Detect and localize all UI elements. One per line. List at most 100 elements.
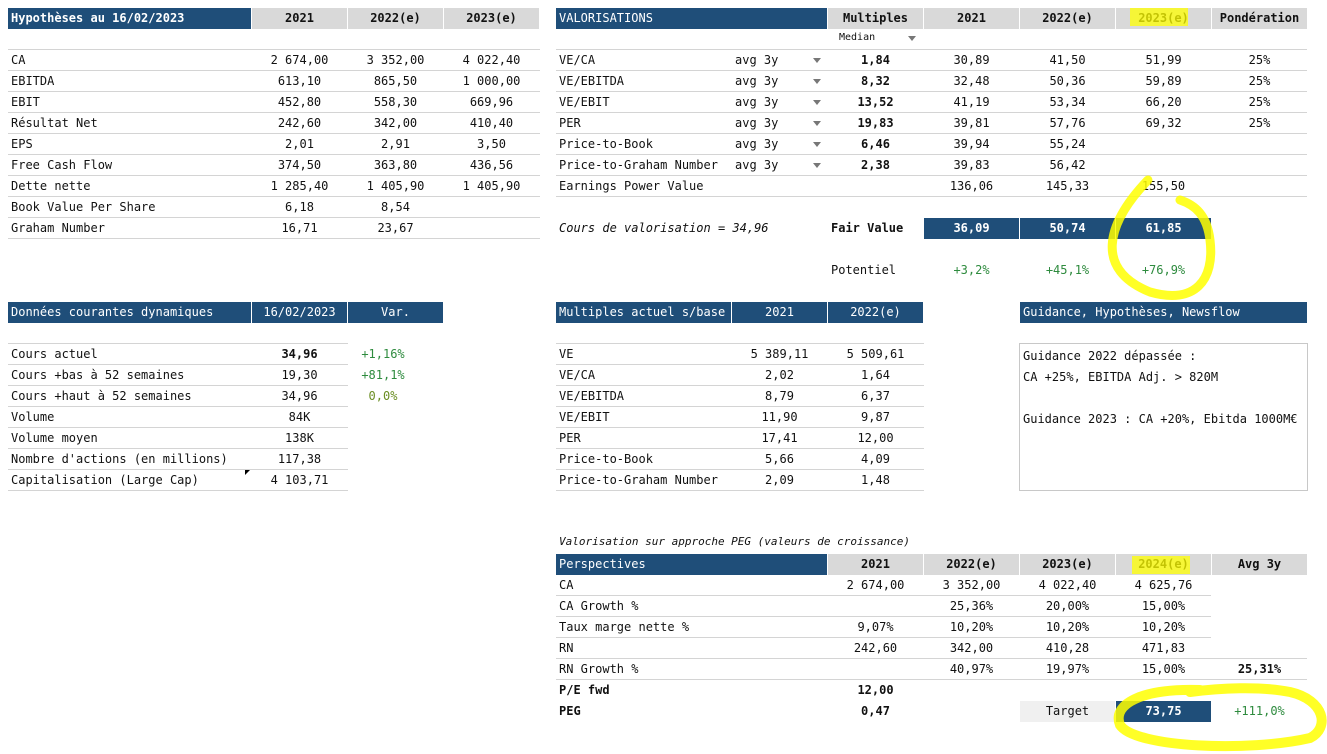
dropdown-arrow-icon[interactable] — [813, 79, 821, 84]
cell-value[interactable] — [444, 218, 539, 239]
cell-value[interactable]: 41,50 — [1049, 53, 1086, 67]
cell-value[interactable]: 117,38 — [277, 452, 322, 466]
cell-value[interactable]: 41,19 — [953, 95, 990, 109]
cell-value[interactable] — [924, 701, 1019, 722]
cell-value[interactable]: 3 352,00 — [366, 53, 425, 67]
method-select[interactable]: avg 3y — [735, 95, 779, 109]
cell-value[interactable]: 410,40 — [469, 116, 514, 130]
cell-value[interactable]: 10,20% — [1045, 620, 1090, 634]
dropdown-arrow-icon[interactable] — [813, 58, 821, 63]
cell-value[interactable]: 2 674,00 — [270, 53, 329, 67]
cell-value[interactable]: 410,28 — [1045, 641, 1090, 655]
cell-value[interactable]: 613,10 — [277, 74, 322, 88]
cell-value[interactable]: 2 674,00 — [846, 578, 905, 592]
cell-value[interactable]: 5 389,11 — [750, 347, 809, 361]
guidance-textbox[interactable]: Guidance 2022 dépassée : CA +25%, EBITDA… — [1019, 343, 1308, 491]
method-select[interactable]: avg 3y — [735, 158, 779, 172]
multiple-value[interactable]: 19,83 — [857, 116, 894, 130]
cell-value[interactable]: 23,67 — [377, 221, 414, 235]
cell-value[interactable]: 39,94 — [953, 137, 990, 151]
cell-value[interactable]: 10,20% — [1141, 620, 1186, 634]
multiple-value[interactable]: 1,84 — [861, 53, 890, 67]
cell-value[interactable]: 57,76 — [1049, 116, 1086, 130]
cell-value[interactable]: 4 022,40 — [462, 53, 521, 67]
cell-value[interactable]: 5,66 — [765, 452, 794, 466]
cell-value[interactable] — [1020, 680, 1115, 701]
cell-value[interactable]: 50,36 — [1049, 74, 1086, 88]
cell-value[interactable]: 12,00 — [857, 683, 894, 697]
cell-value[interactable]: 436,56 — [469, 158, 514, 172]
cell-value[interactable]: 4 625,76 — [1134, 578, 1193, 592]
cell-value[interactable]: 342,00 — [373, 116, 418, 130]
cell-value[interactable]: 4 022,40 — [1038, 578, 1097, 592]
multiple-value[interactable]: 8,32 — [861, 74, 890, 88]
cell-value[interactable]: 2,91 — [381, 137, 410, 151]
dropdown-arrow-icon[interactable] — [813, 100, 821, 105]
cell-value[interactable] — [828, 659, 923, 680]
cell-value[interactable]: 20,00% — [1045, 599, 1090, 613]
method-select[interactable]: avg 3y — [735, 53, 779, 67]
cell-value[interactable]: 55,24 — [1049, 137, 1086, 151]
cell-value[interactable]: 5 509,61 — [846, 347, 905, 361]
cell-value[interactable] — [1116, 680, 1211, 701]
cell-value[interactable]: 1,48 — [861, 473, 890, 487]
cell-value[interactable]: 6,37 — [861, 389, 890, 403]
cell-value[interactable]: 30,89 — [953, 53, 990, 67]
cell-value[interactable]: 4 103,71 — [270, 473, 329, 487]
cell-value[interactable]: 32,48 — [953, 74, 990, 88]
cell-value[interactable]: 25% — [1248, 116, 1271, 130]
cell-value[interactable]: 471,83 — [1141, 641, 1186, 655]
cell-value[interactable]: 242,60 — [853, 641, 898, 655]
cell-value[interactable]: 19,97% — [1045, 662, 1090, 676]
cell-value[interactable] — [1212, 617, 1307, 638]
cell-value[interactable]: 452,80 — [277, 95, 322, 109]
cell-value[interactable]: 53,34 — [1049, 95, 1086, 109]
cell-value[interactable]: 25,36% — [949, 599, 994, 613]
multiple-value[interactable] — [828, 176, 923, 197]
cell-value[interactable]: 8,79 — [765, 389, 794, 403]
cell-value[interactable]: 136,06 — [949, 179, 994, 193]
multiple-value[interactable]: 2,38 — [861, 158, 890, 172]
cell-value[interactable]: 3 352,00 — [942, 578, 1001, 592]
cell-value[interactable]: 9,87 — [861, 410, 890, 424]
cell-value[interactable]: 51,99 — [1145, 53, 1182, 67]
dropdown-arrow-icon[interactable] — [813, 121, 821, 126]
cell-value[interactable]: 39,81 — [953, 116, 990, 130]
multiples-mode-dropdown-icon[interactable] — [908, 36, 916, 41]
cell-value[interactable]: 242,60 — [277, 116, 322, 130]
method-select[interactable]: avg 3y — [735, 137, 779, 151]
cell-value[interactable]: 40,97% — [949, 662, 994, 676]
multiple-value[interactable]: 13,52 — [857, 95, 894, 109]
cell-value[interactable]: 25% — [1248, 74, 1271, 88]
cell-value[interactable]: 66,20 — [1145, 95, 1182, 109]
cell-value[interactable]: 363,80 — [373, 158, 418, 172]
cell-value[interactable]: 69,32 — [1145, 116, 1182, 130]
cell-value[interactable]: 4,09 — [861, 452, 890, 466]
method-select[interactable]: avg 3y — [735, 74, 779, 88]
cell-value[interactable] — [924, 680, 1019, 701]
cell-value[interactable] — [1212, 638, 1307, 659]
cell-value[interactable]: 25,31% — [1237, 662, 1282, 676]
cell-value[interactable]: 34,96 — [281, 347, 318, 361]
cell-value[interactable]: 59,89 — [1145, 74, 1182, 88]
cell-value[interactable]: 56,42 — [1049, 158, 1086, 172]
cell-value[interactable]: 0,47 — [861, 704, 890, 718]
cell-value[interactable]: 8,54 — [381, 200, 410, 214]
cell-value[interactable]: 2,02 — [765, 368, 794, 382]
dropdown-arrow-icon[interactable] — [813, 142, 821, 147]
cell-value[interactable] — [1212, 596, 1307, 617]
cell-value[interactable]: 1 405,90 — [462, 179, 521, 193]
cell-value[interactable]: 10,20% — [949, 620, 994, 634]
cell-value[interactable]: 155,50 — [1141, 179, 1186, 193]
cell-value[interactable]: 25% — [1248, 53, 1271, 67]
cell-value[interactable]: 558,30 — [373, 95, 418, 109]
cell-value[interactable]: 34,96 — [281, 389, 318, 403]
cell-value[interactable] — [1116, 155, 1211, 176]
cell-value[interactable]: 1 285,40 — [270, 179, 329, 193]
cell-value[interactable]: 138K — [285, 431, 314, 445]
cell-value[interactable]: 1 405,90 — [366, 179, 425, 193]
cell-value[interactable]: 2,01 — [285, 137, 314, 151]
cell-value[interactable]: 17,41 — [761, 431, 798, 445]
cell-value[interactable]: 1,64 — [861, 368, 890, 382]
cell-value[interactable]: 25% — [1248, 95, 1271, 109]
